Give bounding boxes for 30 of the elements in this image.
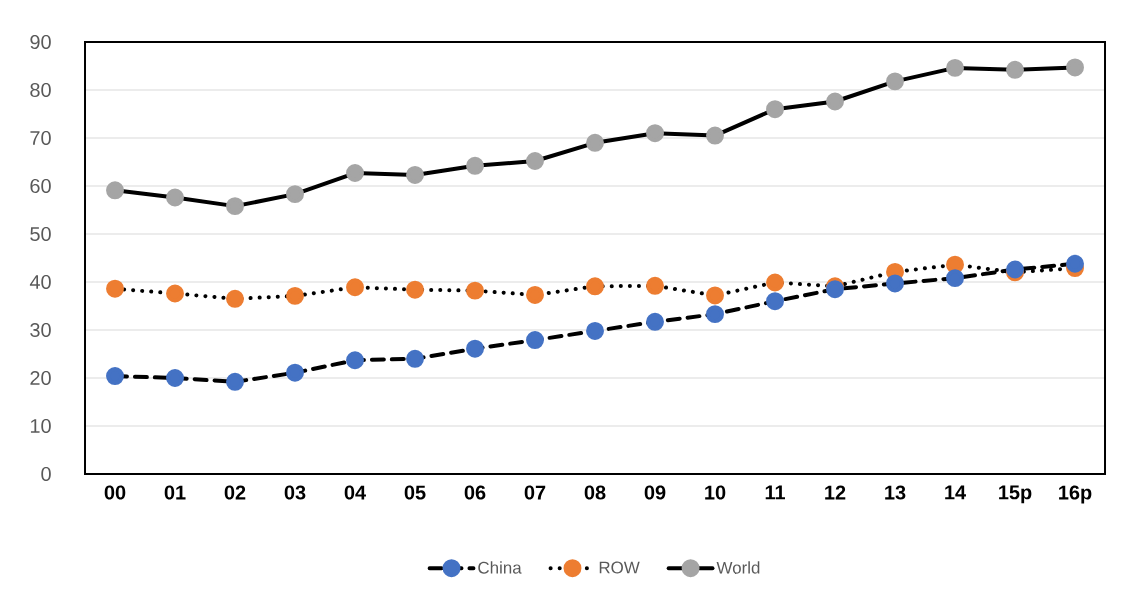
x-tick-label: 02 [224, 485, 246, 500]
y-tick-label: 20 [30, 370, 51, 386]
y-tick-label: 80 [30, 82, 51, 98]
y-tick-label: 70 [30, 130, 51, 146]
x-tick-label: 04 [344, 485, 366, 500]
y-tick-label: 0 [41, 466, 51, 482]
x-tick-label: 11 [765, 485, 785, 500]
x-tick-label: 01 [164, 485, 186, 500]
y-tick-label: 50 [30, 226, 51, 242]
x-tick-label: 07 [524, 485, 546, 500]
x-tick-label: 13 [885, 485, 906, 500]
legend-label: China [478, 561, 522, 574]
x-tick-label: 00 [104, 485, 126, 500]
x-tick-label: 06 [464, 485, 486, 500]
legend-label: ROW [599, 561, 640, 574]
x-tick-label: 09 [644, 485, 666, 500]
x-tick-label: 10 [705, 485, 726, 500]
y-tick-label: 10 [30, 418, 51, 434]
x-tick-label: 16p [1059, 485, 1092, 504]
y-tick-label: 90 [30, 34, 51, 50]
legend-label: World [716, 561, 760, 574]
x-tick-label: 14 [945, 485, 966, 500]
x-tick-label: 12 [825, 485, 846, 500]
x-tick-label: 15p [999, 485, 1032, 504]
y-tick-label: 30 [30, 322, 51, 338]
y-tick-label: 60 [30, 178, 51, 194]
x-tick-label: 08 [584, 485, 606, 500]
x-tick-label: 05 [404, 485, 426, 500]
y-tick-label: 40 [29, 274, 51, 290]
x-tick-label: 03 [284, 485, 306, 500]
